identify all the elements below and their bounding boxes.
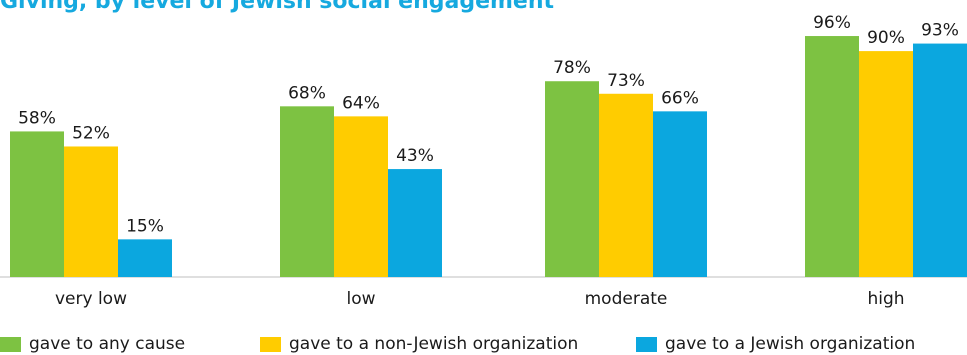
legend-swatch (260, 336, 281, 352)
bar-low-series-3 (388, 169, 442, 277)
bars (10, 36, 967, 278)
value-label: 73% (607, 71, 645, 91)
legend-label: gave to a non-Jewish organization (289, 334, 579, 354)
category-label: very low (55, 289, 127, 309)
category-labels: very low low moderate high (55, 289, 905, 309)
category-label: high (867, 289, 904, 309)
category-label: low (346, 289, 375, 309)
bar-high-series-3 (913, 43, 967, 277)
legend-item: gave to a non-Jewish organization (260, 334, 578, 354)
bar-low-series-2 (334, 116, 388, 277)
legend-item: gave to any cause (0, 334, 185, 354)
legend-item: gave to a Jewish organization (636, 334, 915, 354)
value-label: 64% (342, 93, 380, 113)
value-labels: 58% 52% 15% 68% 64% 43% 78% 73% 66% 96% 90% 93% (18, 13, 959, 236)
bar-moderate-series-3 (653, 111, 707, 277)
bar-very-low-series-1 (10, 131, 64, 277)
value-label: 90% (867, 28, 905, 48)
value-label: 15% (126, 216, 164, 236)
bar-very-low-series-2 (64, 146, 118, 277)
bar-chart: 58% 52% 15% 68% 64% 43% 78% 73% 66% 96% 90% 93% ver… (0, 13, 967, 309)
legend-label: gave to any cause (29, 334, 186, 354)
bar-low-series-1 (280, 106, 334, 277)
category-label: moderate (585, 289, 668, 309)
value-label: 43% (396, 146, 434, 166)
chart-title: Giving, by level of Jewish social engage… (0, 0, 555, 14)
legend-swatch (0, 336, 21, 352)
value-label: 78% (553, 58, 591, 78)
value-label: 93% (921, 21, 959, 41)
legend-swatch (636, 336, 657, 352)
bar-moderate-series-2 (599, 93, 653, 278)
value-label: 68% (288, 83, 326, 103)
legend-label: gave to a Jewish organization (665, 334, 916, 354)
bar-high-series-1 (805, 36, 859, 277)
bar-high-series-2 (859, 51, 913, 277)
bar-moderate-series-1 (545, 81, 599, 277)
value-label: 66% (661, 88, 699, 108)
value-label: 58% (18, 108, 56, 128)
value-label: 96% (813, 13, 851, 33)
bar-very-low-series-3 (118, 239, 172, 277)
value-label: 52% (72, 123, 110, 143)
